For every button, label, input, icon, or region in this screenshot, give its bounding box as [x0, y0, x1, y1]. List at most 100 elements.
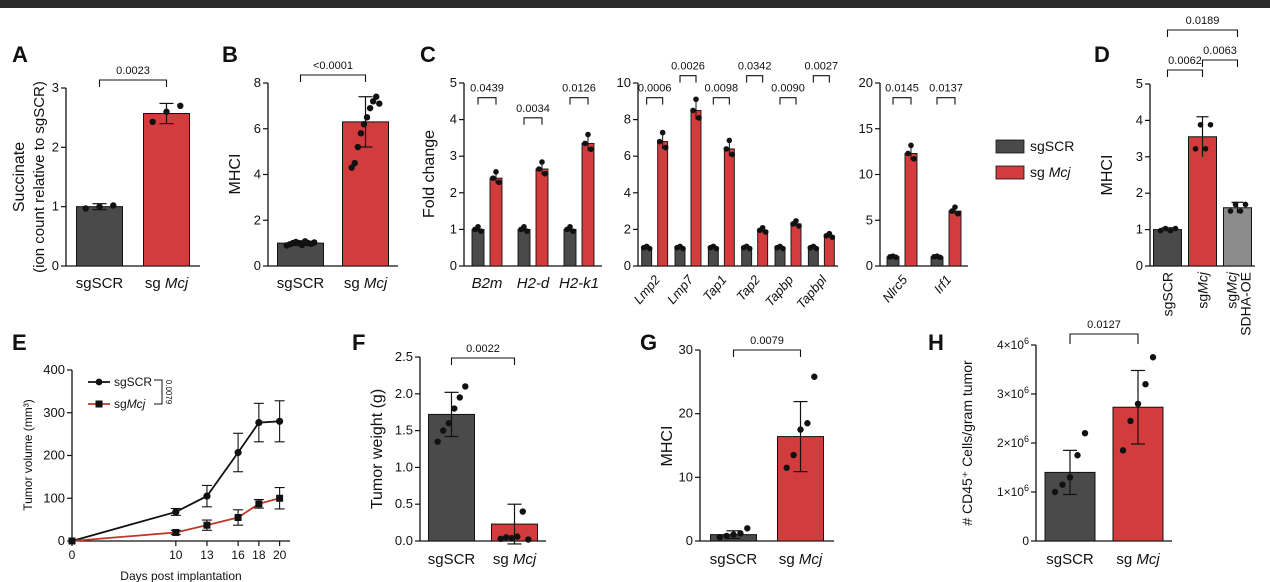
- data-point: [451, 405, 458, 412]
- data-point: [1134, 400, 1142, 407]
- series-marker: [276, 417, 284, 425]
- y-tick-label: 5: [866, 212, 873, 227]
- data-point: [376, 100, 383, 107]
- data-point: [1059, 481, 1066, 488]
- y-tick-label: 0: [450, 258, 457, 273]
- data-point: [656, 138, 663, 145]
- y-tick-label: 3: [52, 80, 59, 95]
- data-point: [1051, 488, 1059, 496]
- data-point: [737, 530, 744, 537]
- y-axis-label: MHCI: [659, 426, 676, 467]
- y-tick-label: 0: [866, 258, 873, 273]
- p-value-label: 0.0127: [1087, 319, 1121, 331]
- x-tick-label: 20: [273, 548, 287, 562]
- x-category-label: sgSCR: [1046, 551, 1094, 568]
- bar: [690, 109, 702, 267]
- data-point: [723, 146, 730, 152]
- x-category-label: H2-d: [517, 275, 550, 292]
- x-category-label: B2m: [472, 275, 503, 292]
- data-point: [756, 227, 763, 234]
- y-tick-label: 2: [450, 185, 457, 200]
- data-point: [1192, 145, 1199, 152]
- legend-label: sgSCR: [1030, 138, 1074, 154]
- data-point: [690, 107, 696, 114]
- x-tick-label: 0: [69, 548, 76, 562]
- data-point: [478, 228, 484, 234]
- data-point: [366, 104, 374, 112]
- y-tick-label: 2: [254, 212, 261, 227]
- data-point: [680, 245, 686, 252]
- y-tick-label: 10: [859, 167, 873, 182]
- y-tick-label: 2: [624, 221, 631, 236]
- bar: [723, 148, 735, 267]
- data-point: [783, 464, 790, 471]
- data-point: [434, 438, 441, 445]
- data-point: [707, 244, 714, 251]
- series-marker: [234, 513, 242, 521]
- bar: [517, 228, 531, 267]
- data-point: [357, 130, 365, 137]
- data-point: [887, 254, 893, 260]
- y-tick-label: 100: [43, 490, 65, 505]
- significance-bracket: [98, 79, 168, 87]
- bar: [143, 113, 190, 267]
- panel-label-f: F: [352, 330, 365, 355]
- x-category-label: sgSCR: [710, 551, 758, 568]
- data-point: [823, 233, 830, 239]
- panel-label-g: G: [640, 330, 657, 355]
- series-marker: [255, 500, 263, 508]
- y-tick-label: 1.5: [395, 423, 413, 438]
- significance-bracket: [569, 97, 589, 105]
- data-point: [514, 533, 521, 540]
- y-tick-label: 0: [58, 533, 65, 548]
- p-value-label: 0.0023: [116, 65, 150, 77]
- p-value-label: 0.0137: [929, 83, 963, 95]
- bar: [790, 223, 802, 267]
- y-tick-label: 200: [43, 448, 65, 463]
- x-category-label: sgSCR: [277, 275, 325, 292]
- data-point: [1172, 225, 1179, 232]
- significance-bracket: [477, 97, 497, 105]
- data-point: [582, 140, 588, 147]
- x-tick-label: 18: [252, 548, 266, 562]
- x-category-label: sg Mcj: [145, 275, 189, 292]
- panel-label-d: D: [1094, 42, 1110, 67]
- x-tick-label: 10: [169, 548, 183, 562]
- y-tick-label: 10: [679, 469, 693, 484]
- data-point: [662, 144, 669, 151]
- y-tick-label: 2: [1136, 185, 1143, 200]
- significance-bracket: [732, 349, 802, 357]
- legend-marker: [95, 378, 103, 386]
- data-point: [937, 254, 943, 261]
- data-point: [1066, 474, 1074, 481]
- data-point: [829, 234, 836, 241]
- x-category-label: sgSCR: [428, 551, 476, 568]
- data-point: [493, 169, 499, 175]
- data-point: [790, 451, 797, 459]
- y-axis-label: Tumor weight (g): [369, 389, 386, 509]
- data-point: [110, 202, 117, 209]
- y-axis-label: Fold change: [421, 130, 438, 218]
- bar: [657, 141, 669, 267]
- data-point: [440, 427, 447, 434]
- data-point: [811, 373, 818, 380]
- bar: [76, 206, 123, 267]
- x-category-label: sg Mcj: [1116, 551, 1160, 568]
- significance-bracket: [299, 74, 367, 82]
- panel-label-h: H: [928, 330, 944, 355]
- data-point: [659, 129, 666, 136]
- significance-bracket: [812, 75, 830, 83]
- y-tick-label: 4: [450, 112, 457, 127]
- y-tick-label: 0: [686, 533, 693, 548]
- data-point: [536, 166, 542, 172]
- data-point: [908, 142, 914, 149]
- data-point: [746, 245, 753, 252]
- y-tick-label: 0.0: [395, 533, 413, 548]
- y-tick-label: 5: [450, 75, 457, 90]
- data-point: [713, 245, 720, 252]
- bar: [823, 235, 835, 267]
- data-point: [955, 210, 961, 217]
- significance-bracket: [1166, 69, 1204, 77]
- y-tick-label: 1×106: [997, 483, 1029, 499]
